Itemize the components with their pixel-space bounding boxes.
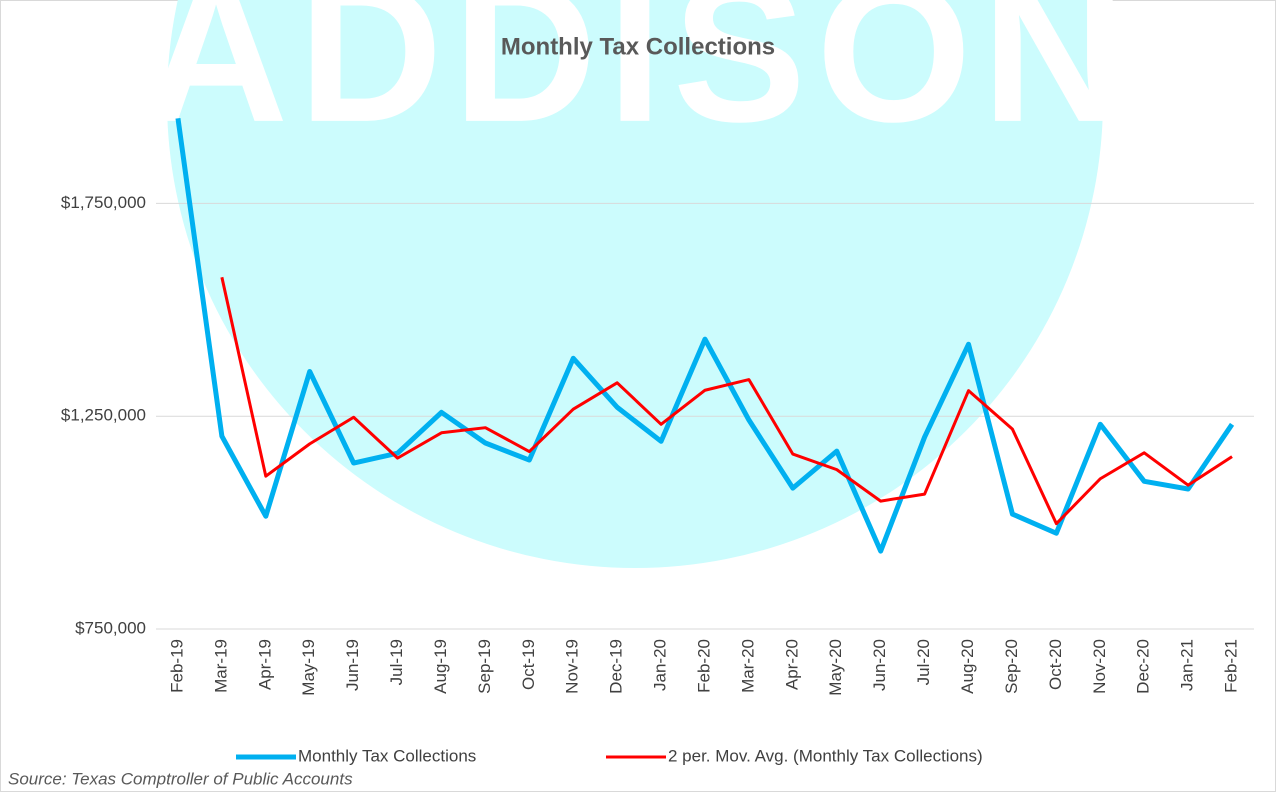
x-tick-label: Feb-20 (694, 639, 713, 693)
x-tick-label: Oct-19 (519, 639, 538, 690)
x-tick-label: Jul-20 (914, 639, 933, 685)
chart-title: Monthly Tax Collections (501, 33, 775, 60)
x-tick-label: Dec-20 (1134, 639, 1153, 694)
x-tick-label: Mar-20 (738, 639, 757, 693)
x-tick-label: Mar-19 (211, 639, 230, 693)
legend-label: 2 per. Mov. Avg. (Monthly Tax Collection… (668, 746, 983, 765)
x-tick-label: Jun-19 (343, 639, 362, 691)
watermark: ADDISON (144, 0, 1136, 164)
legend-label: Monthly Tax Collections (298, 746, 476, 765)
x-tick-label: Aug-20 (958, 639, 977, 694)
x-tick-label: Jul-19 (387, 639, 406, 685)
x-tick-label: Nov-20 (1090, 639, 1109, 694)
x-tick-label: Jan-21 (1178, 639, 1197, 691)
x-tick-label: Sep-19 (475, 639, 494, 694)
x-tick-label: May-20 (826, 639, 845, 696)
x-tick-label: Sep-20 (1002, 639, 1021, 694)
x-tick-label: Oct-20 (1046, 639, 1065, 690)
x-tick-label: Jan-20 (651, 639, 670, 691)
source-note: Source: Texas Comptroller of Public Acco… (8, 769, 353, 788)
y-tick-label: $1,250,000 (61, 406, 146, 425)
x-tick-label: Feb-19 (167, 639, 186, 693)
x-tick-label: Nov-19 (563, 639, 582, 694)
series-line (175, 117, 1235, 554)
x-tick-label: Apr-19 (255, 639, 274, 690)
x-tick-label: Apr-20 (782, 639, 801, 690)
y-tick-label: $750,000 (75, 618, 146, 637)
series-line (220, 276, 1233, 526)
watermark-circle (167, 0, 1103, 568)
x-tick-label: Feb-21 (1222, 639, 1241, 693)
x-tick-label: Dec-19 (607, 639, 626, 694)
y-tick-label: $1,750,000 (61, 193, 146, 212)
x-tick-label: May-19 (299, 639, 318, 696)
x-tick-label: Aug-19 (431, 639, 450, 694)
x-tick-label: Jun-20 (870, 639, 889, 691)
